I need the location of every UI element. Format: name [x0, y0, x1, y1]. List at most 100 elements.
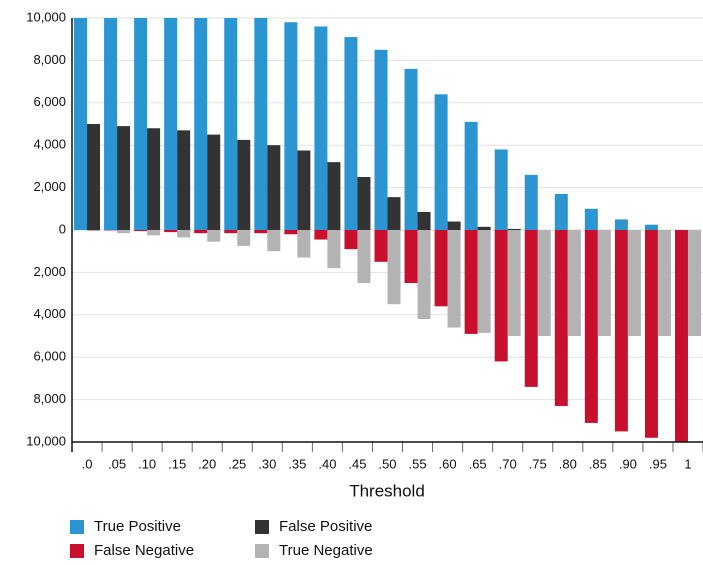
y-tick-label: 10,000	[26, 433, 66, 448]
bar	[614, 219, 628, 230]
bar	[207, 134, 221, 230]
bar	[434, 94, 448, 230]
bar	[567, 230, 581, 336]
bar	[224, 230, 238, 234]
x-tick-label: .85	[589, 456, 607, 471]
bar	[464, 121, 478, 230]
bar	[284, 230, 298, 235]
bar	[177, 230, 191, 238]
bar	[477, 226, 491, 230]
bar	[657, 230, 671, 336]
x-tick-label: .20	[198, 456, 216, 471]
legend-swatch	[70, 520, 84, 534]
x-tick-label: .75	[529, 456, 547, 471]
bar	[74, 18, 88, 230]
bar	[344, 230, 358, 250]
bar	[134, 230, 148, 232]
bar	[267, 145, 281, 230]
x-tick-label: .25	[228, 456, 246, 471]
bar	[644, 230, 658, 438]
bar	[507, 228, 521, 230]
x-tick-label: .05	[108, 456, 126, 471]
bar	[374, 230, 388, 262]
bar	[207, 230, 221, 242]
bar	[164, 18, 178, 230]
x-tick-label: .95	[649, 456, 667, 471]
bar	[254, 18, 268, 230]
bar	[344, 37, 358, 230]
legend-label: False Positive	[279, 518, 372, 535]
bar	[134, 18, 148, 230]
bar	[104, 18, 118, 230]
bar	[447, 230, 461, 328]
bar	[597, 230, 611, 336]
bar	[554, 193, 568, 230]
bar	[627, 230, 641, 336]
bar	[87, 124, 101, 230]
bar	[614, 230, 628, 432]
bar	[194, 18, 208, 230]
bar	[224, 18, 238, 230]
bar	[314, 230, 328, 240]
bar	[87, 230, 101, 232]
bar	[477, 230, 491, 333]
legend-label: True Negative	[279, 542, 373, 559]
bar	[117, 230, 131, 234]
bar	[554, 230, 568, 406]
bar	[327, 162, 341, 230]
bar	[417, 211, 431, 230]
y-tick-label: 2,000	[33, 264, 66, 279]
x-tick-label: .0	[82, 456, 93, 471]
legend-swatch	[70, 544, 84, 558]
bar	[297, 150, 311, 230]
bar	[644, 224, 658, 230]
x-tick-label: .40	[318, 456, 336, 471]
bar	[674, 230, 688, 442]
bar	[357, 230, 371, 283]
bar	[267, 230, 281, 252]
y-tick-label: 0	[59, 221, 66, 236]
bar	[237, 139, 251, 230]
legend-label: False Negative	[94, 542, 194, 559]
y-tick-label: 6,000	[33, 94, 66, 109]
bar	[507, 230, 521, 336]
x-tick-label: .90	[619, 456, 637, 471]
bar	[447, 221, 461, 230]
bar	[147, 128, 161, 230]
bar	[387, 197, 401, 230]
bar	[494, 230, 508, 362]
bar	[417, 230, 431, 320]
bar	[237, 230, 251, 246]
legend-label: True Positive	[94, 518, 181, 535]
x-tick-label: .80	[559, 456, 577, 471]
bar	[387, 230, 401, 305]
bar	[584, 208, 598, 230]
x-axis-title: Threshold	[349, 481, 425, 500]
bar	[584, 230, 598, 423]
bar	[464, 230, 478, 334]
bar	[177, 130, 191, 230]
x-tick-label: .15	[168, 456, 186, 471]
x-tick-label: .45	[348, 456, 366, 471]
bar	[284, 22, 298, 230]
y-tick-label: 8,000	[33, 391, 66, 406]
bar	[524, 174, 538, 230]
x-tick-label: .60	[439, 456, 457, 471]
x-tick-label: .10	[138, 456, 156, 471]
bar	[254, 230, 268, 234]
bar	[164, 230, 178, 233]
bar	[434, 230, 448, 307]
y-tick-label: 6,000	[33, 349, 66, 364]
bar	[297, 230, 311, 258]
legend-swatch	[255, 544, 269, 558]
bar	[194, 230, 208, 234]
x-tick-label: .55	[409, 456, 427, 471]
bar	[524, 230, 538, 387]
y-tick-label: 4,000	[33, 137, 66, 152]
x-tick-label: .50	[378, 456, 396, 471]
y-tick-label: 4,000	[33, 306, 66, 321]
x-tick-label: .30	[258, 456, 276, 471]
bar	[147, 230, 161, 236]
bar	[327, 230, 341, 269]
